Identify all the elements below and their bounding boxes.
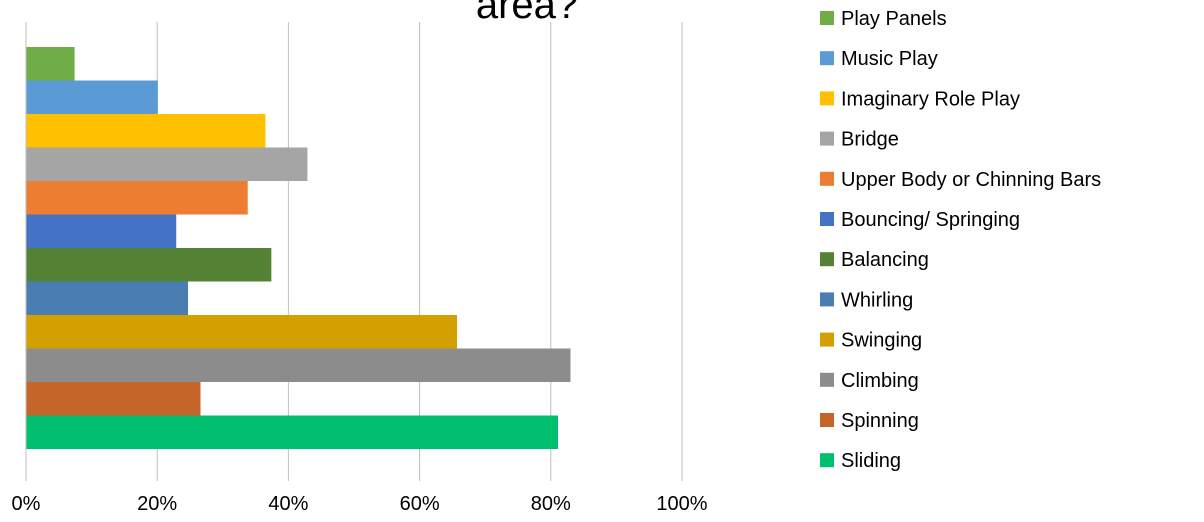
legend-swatch bbox=[820, 91, 834, 106]
legend-label: Spinning bbox=[841, 410, 919, 432]
legend-swatch bbox=[820, 413, 834, 427]
x-tick-label: 80% bbox=[531, 493, 571, 515]
legend-label: Swinging bbox=[841, 330, 922, 352]
legend-label: Whirling bbox=[841, 289, 913, 311]
bar-swinging bbox=[26, 315, 457, 349]
bar-music-play bbox=[26, 80, 158, 114]
bars bbox=[26, 47, 571, 449]
legend-label: Bouncing/ Springing bbox=[841, 209, 1020, 231]
bar-bridge bbox=[26, 147, 308, 181]
legend-label: Upper Body or Chinning Bars bbox=[841, 169, 1101, 191]
legend-label: Play Panels bbox=[841, 8, 947, 30]
bar-whirling bbox=[26, 281, 189, 315]
legend-swatch bbox=[820, 332, 834, 347]
bar-bouncing-springing bbox=[26, 214, 177, 248]
bar-balancing bbox=[26, 248, 272, 282]
legend-swatch bbox=[820, 453, 834, 468]
x-tick-labels: 0% 20% 40% 60% 80% 100% bbox=[12, 493, 708, 515]
x-tick-label: 40% bbox=[268, 493, 308, 515]
legend-label: Music Play bbox=[841, 48, 938, 70]
x-tick-label: 60% bbox=[400, 493, 440, 515]
legend-swatch bbox=[820, 51, 834, 66]
legend-label: Bridge bbox=[841, 129, 899, 151]
bar-spinning bbox=[26, 382, 201, 416]
legend-swatch bbox=[820, 252, 834, 267]
chart-title: area? bbox=[476, 0, 578, 27]
bar-sliding bbox=[26, 415, 559, 449]
bar-upper-body-or-chinning-bars bbox=[26, 181, 248, 215]
legend-label: Balancing bbox=[841, 249, 929, 271]
legend-swatch bbox=[820, 372, 834, 387]
x-tick-label: 0% bbox=[12, 493, 41, 515]
legend-label: Climbing bbox=[841, 370, 919, 392]
legend: Play Panels Music Play Imaginary Role Play… bbox=[820, 8, 1101, 472]
bar-imaginary-role-play bbox=[26, 114, 266, 148]
legend-label: Sliding bbox=[841, 450, 901, 472]
legend-swatch bbox=[820, 292, 834, 307]
legend-swatch bbox=[820, 212, 834, 226]
legend-swatch bbox=[820, 11, 834, 25]
bar-climbing bbox=[26, 348, 571, 382]
legend-swatch bbox=[820, 171, 834, 186]
bar-play-panels bbox=[26, 47, 75, 81]
x-tick-label: 100% bbox=[656, 493, 707, 515]
legend-label: Imaginary Role Play bbox=[841, 88, 1020, 110]
legend-swatch bbox=[820, 131, 834, 146]
x-tick-label: 20% bbox=[137, 493, 177, 515]
